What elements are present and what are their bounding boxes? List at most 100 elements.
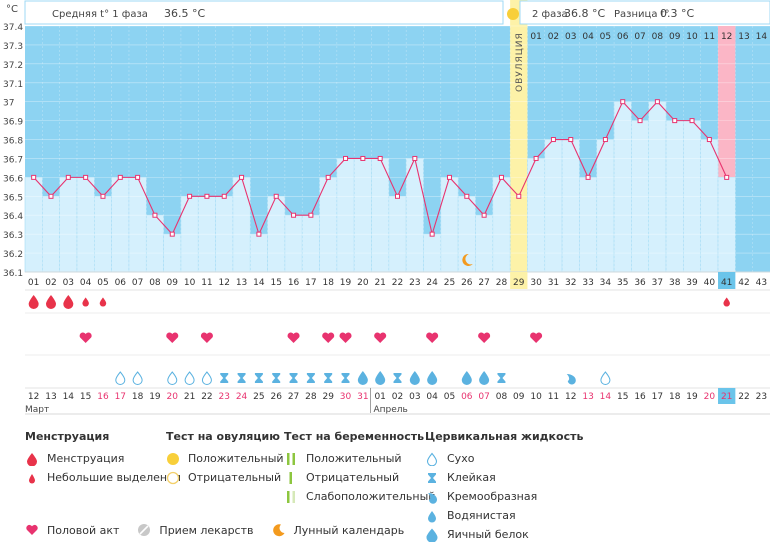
- heart-icon: [530, 332, 543, 343]
- y-tick-label: 36.7: [3, 155, 23, 165]
- cycle-day-label: 34: [600, 278, 612, 288]
- cycle-day-label: 15: [270, 278, 281, 288]
- cycle-day-label: 24: [426, 278, 438, 288]
- calendar-date-label: 31: [357, 392, 368, 402]
- temperature-point: [135, 174, 141, 180]
- cycle-day-label: 23: [409, 278, 420, 288]
- cycle-day-label: 11: [201, 278, 212, 288]
- legend-pregnancy-positive-label: Положительный: [306, 452, 402, 465]
- temperature-area-bar: [717, 177, 736, 273]
- calendar-date-label: 04: [426, 392, 438, 402]
- temperature-point: [117, 174, 123, 180]
- temperature-point: [343, 155, 349, 161]
- calendar-date-label: 18: [669, 392, 681, 402]
- cycle-day-label: 22: [392, 278, 403, 288]
- phase2-value: 36.8 °C: [564, 7, 605, 20]
- legend-spotting-item: Небольшие выделения: [25, 468, 181, 487]
- legend-intercourse: Половой акт: [25, 523, 119, 537]
- drop-icon: [27, 452, 37, 466]
- small-drop-icon: [29, 473, 35, 483]
- hourglass-icon: [254, 373, 263, 383]
- legend-moon: Лунный календарь: [272, 523, 405, 537]
- temperature-point: [637, 118, 643, 124]
- cycle-day-label: 19: [340, 278, 352, 288]
- calendar-date-label: 08: [496, 392, 508, 402]
- post-ovulation-day-label: 03: [565, 32, 576, 42]
- calendar-date-label: 23: [219, 392, 230, 402]
- diff-value: 0.3 °C: [660, 7, 694, 20]
- hourglass-icon: [497, 373, 506, 383]
- legend-cervical-watery: Водянистая: [425, 506, 583, 525]
- temperature-area-bar: [59, 177, 78, 273]
- y-tick-label: 37.3: [3, 42, 23, 52]
- ovulation-label: ОВУЛЯЦИЯ: [515, 32, 525, 92]
- y-tick-label: 36.5: [3, 193, 23, 203]
- moon-icon: [272, 524, 284, 537]
- cycle-day-label: 26: [461, 278, 473, 288]
- y-tick-label: 36.1: [3, 269, 23, 279]
- legend-pregnancy-negative: Отрицательный: [284, 468, 435, 487]
- calendar-date-label: 28: [305, 392, 317, 402]
- heart-icon: [478, 332, 491, 343]
- post-ovulation-day-label: 11: [704, 32, 715, 42]
- legend-ovulation-negative: Отрицательный: [166, 468, 284, 487]
- temperature-area-bar: [440, 177, 459, 273]
- egg-white-drop-icon: [409, 371, 420, 385]
- legend-cervical-sticky-label: Клейкая: [447, 471, 496, 484]
- hourglass-icon: [428, 472, 436, 483]
- temperature-point: [308, 212, 314, 218]
- temperature-point: [602, 137, 608, 143]
- heart-icon: [200, 332, 213, 343]
- cycle-day-label: 16: [288, 278, 300, 288]
- legend-cervical-title: Цервикальная жидкость: [425, 430, 584, 443]
- cycle-day-label: 07: [132, 278, 143, 288]
- dry-drop-icon: [184, 371, 195, 385]
- diff-label: Разница t°: [614, 9, 670, 20]
- y-tick-label: 36.9: [3, 118, 23, 128]
- month-label-march: Март: [25, 405, 49, 415]
- creamy-drop-icon: [566, 374, 576, 385]
- temperature-area-bar: [475, 214, 494, 273]
- temperature-point: [516, 193, 522, 199]
- hourglass-icon: [393, 373, 402, 383]
- creamy-drop-icon: [428, 492, 438, 504]
- temperature-point: [395, 193, 400, 199]
- legend-moon-label: Лунный календарь: [293, 523, 405, 537]
- calendar-date-label: 20: [704, 392, 716, 402]
- egg-white-drop-icon: [427, 371, 438, 385]
- legend-ovulation-test-title: Тест на овуляцию: [166, 430, 280, 443]
- temperature-point: [187, 193, 193, 199]
- heart-icon: [287, 332, 300, 343]
- dry-drop-icon: [426, 452, 438, 466]
- post-ovulation-day-label: 04: [582, 32, 594, 42]
- y-unit-label: °C: [6, 4, 18, 15]
- hourglass-icon: [324, 373, 333, 383]
- cycle-day-label: 08: [149, 278, 161, 288]
- bottom-legend: Половой акт Прием лекарств Лунный календ…: [25, 523, 404, 537]
- calendar-date-label: 24: [236, 392, 248, 402]
- calendar-date-label: 29: [322, 392, 334, 402]
- calendar-date-label: 12: [28, 392, 39, 402]
- temperature-area-bar: [579, 177, 598, 273]
- cycle-day-label: 17: [305, 278, 316, 288]
- calendar-date-label: 12: [565, 392, 576, 402]
- temperature-point: [412, 155, 418, 161]
- calendar-date-label: 01: [374, 392, 385, 402]
- temperature-point: [239, 174, 245, 180]
- temperature-point: [464, 193, 470, 199]
- cycle-day-label: 10: [184, 278, 196, 288]
- double-bar-icon: [287, 452, 295, 465]
- dry-drop-icon: [167, 371, 178, 385]
- legend-cervical-creamy-label: Кремообразная: [447, 490, 538, 503]
- legend-cervical-dry: Сухо: [425, 449, 583, 468]
- y-tick-label: 36.4: [3, 212, 23, 222]
- heart-icon: [166, 332, 179, 343]
- cycle-day-label: 33: [582, 278, 593, 288]
- cycle-day-label: 18: [322, 278, 334, 288]
- temperature-area-bar: [76, 177, 95, 273]
- cycle-day-label: 02: [45, 278, 56, 288]
- y-tick-label: 37: [3, 99, 14, 109]
- calendar-date-label: 02: [392, 392, 403, 402]
- legend-menstruation-item: Менструация: [25, 449, 181, 468]
